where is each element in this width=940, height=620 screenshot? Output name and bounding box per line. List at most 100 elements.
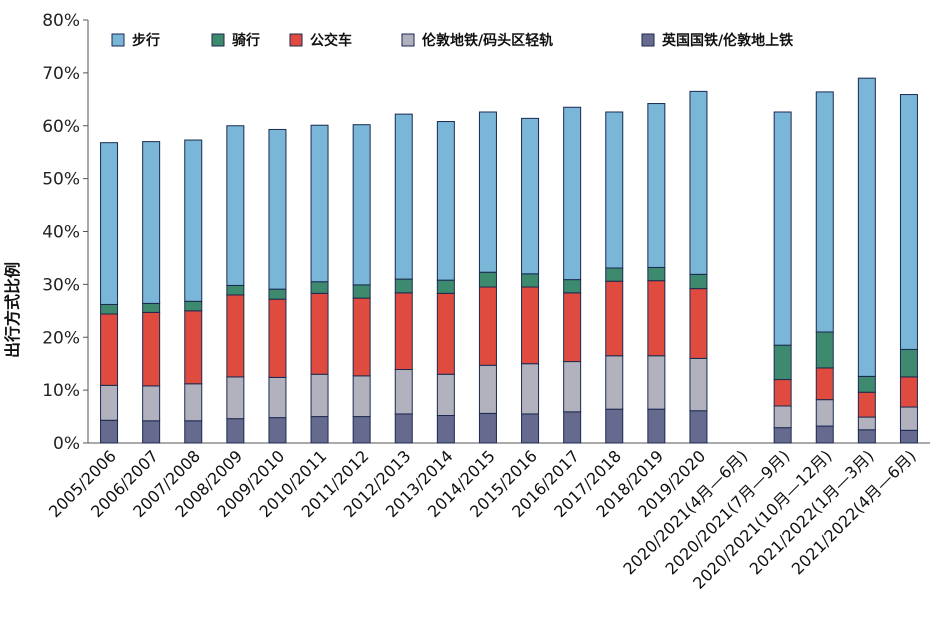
y-tick-label: 0% [53, 434, 80, 454]
bar-segment [100, 419, 119, 444]
bar-segment [647, 103, 666, 268]
bar-segment [268, 298, 287, 378]
bar-segment [100, 313, 119, 386]
bar-segment [521, 286, 540, 365]
bar-segment [605, 280, 624, 357]
bar-segment [605, 355, 624, 410]
legend: 步行 骑行 公交车 伦敦地铁/码头区轻轨 英国国铁/伦敦地上铁 [111, 32, 793, 49]
bar-segment [478, 412, 497, 444]
legend-swatch [111, 33, 125, 47]
legend-swatch [289, 33, 303, 47]
bar-segment [142, 420, 161, 444]
bar-segment [815, 399, 834, 427]
bar-segment [563, 279, 582, 294]
bar-segment [647, 280, 666, 357]
bar-segment [815, 425, 834, 444]
bar-segment [647, 266, 666, 282]
bar-segment [689, 90, 708, 275]
bar-segment [815, 91, 834, 333]
y-tick-label: 20% [42, 328, 80, 348]
y-tick-label: 80% [42, 11, 80, 31]
bar-segment [394, 278, 413, 294]
bar-segment [563, 411, 582, 444]
bar-segment [184, 383, 203, 422]
bar-segment [899, 406, 918, 431]
bar-segment [689, 357, 708, 412]
bar-segment [184, 310, 203, 385]
bar-segment [521, 273, 540, 288]
bar-segment [857, 77, 876, 377]
bar-segment [184, 420, 203, 444]
bar-segment [521, 363, 540, 415]
bar-segment [184, 139, 203, 302]
legend-label: 步行 [132, 32, 160, 49]
bar-segment [605, 111, 624, 269]
bar-segment [436, 415, 455, 444]
bar-segment [310, 373, 329, 418]
bar-segment [899, 94, 918, 350]
bar-segment [184, 300, 203, 312]
legend-swatch [211, 33, 225, 47]
bar-segment [689, 288, 708, 359]
bar-segment [394, 413, 413, 444]
bar-segment [352, 124, 371, 286]
legend-label: 英国国铁/伦敦地上铁 [661, 32, 793, 49]
legend-label: 公交车 [310, 32, 352, 49]
bar-segment [142, 385, 161, 422]
bar-segment [478, 286, 497, 366]
y-tick-label: 10% [42, 381, 80, 401]
bar-segment [268, 417, 287, 444]
bar-segment [310, 124, 329, 283]
bar-segment [226, 294, 245, 378]
bar-segment [857, 375, 876, 393]
bar-segment [268, 376, 287, 419]
bar-segment [815, 367, 834, 401]
bar-segment [521, 413, 540, 444]
bar-segment [352, 375, 371, 418]
bar-segment [478, 111, 497, 273]
bar-segment [394, 369, 413, 415]
bar-segment [436, 292, 455, 375]
bar-segment [521, 117, 540, 275]
legend-label: 伦敦地铁/码头区轻轨 [422, 32, 553, 49]
bar-segment [352, 284, 371, 299]
y-tick-label: 60% [42, 117, 80, 137]
y-tick-label: 30% [42, 275, 80, 295]
bar-segment [436, 121, 455, 281]
bar-segment [857, 391, 876, 418]
bar-segment [563, 361, 582, 413]
y-tick-label: 50% [42, 170, 80, 190]
bar-segment [773, 344, 792, 381]
bar-segment [100, 384, 119, 421]
y-axis-label: 出行方式比例 [3, 262, 22, 358]
bar-segment [478, 364, 497, 414]
bar-segment [394, 113, 413, 280]
bar-segment [899, 376, 918, 408]
bar-segment [226, 418, 245, 444]
bar-segment [142, 141, 161, 304]
bar-segment [268, 288, 287, 300]
bar-segment [352, 297, 371, 377]
bar-segment [226, 125, 245, 286]
bar-segment [773, 379, 792, 407]
bar-segment [100, 142, 119, 305]
bar-segment [689, 273, 708, 290]
bar-segment [857, 416, 876, 431]
bar-segment [310, 292, 329, 375]
bar-segment [899, 348, 918, 378]
bar-segment [142, 311, 161, 387]
y-tick-label: 40% [42, 223, 80, 243]
bar-segment [857, 429, 876, 444]
bar-segment [310, 416, 329, 444]
bar-segment [773, 111, 792, 346]
bar-segment [647, 408, 666, 444]
bar-segment [100, 303, 119, 315]
bar-segment [226, 376, 245, 420]
legend-label: 骑行 [232, 32, 260, 49]
bar-segment [563, 106, 582, 281]
bar-segment [352, 416, 371, 444]
bar-segment [268, 128, 287, 290]
bar-segment [605, 408, 624, 444]
bar-segment [899, 429, 918, 444]
